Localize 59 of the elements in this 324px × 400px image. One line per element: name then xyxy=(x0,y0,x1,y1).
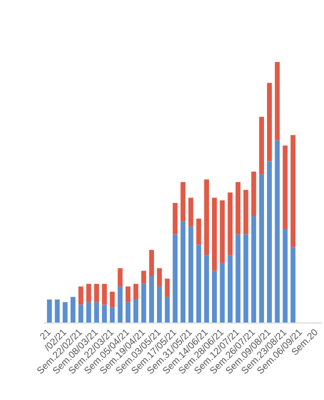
bar xyxy=(164,278,170,297)
bar xyxy=(251,216,256,323)
bar xyxy=(156,268,162,286)
bar xyxy=(78,286,84,305)
bar xyxy=(54,300,60,323)
bar xyxy=(149,250,154,276)
bar xyxy=(290,247,296,323)
bar xyxy=(220,262,225,323)
bar xyxy=(290,135,296,248)
bar xyxy=(70,296,76,323)
bar xyxy=(228,192,233,256)
bar xyxy=(196,218,202,245)
bar xyxy=(46,300,52,323)
bar xyxy=(86,302,92,323)
bar xyxy=(282,146,288,230)
bar xyxy=(86,284,92,302)
bar xyxy=(196,244,202,323)
bar xyxy=(118,268,123,286)
bar xyxy=(228,255,233,323)
bar xyxy=(266,161,272,323)
bar xyxy=(236,182,240,234)
bar xyxy=(259,116,264,174)
bar xyxy=(188,198,194,226)
bar xyxy=(172,202,178,234)
bar xyxy=(118,286,123,323)
bar xyxy=(243,234,248,323)
bar xyxy=(141,284,146,323)
bar xyxy=(204,179,210,256)
bar xyxy=(78,304,84,323)
bar xyxy=(212,198,217,271)
bar xyxy=(259,174,264,323)
bar xyxy=(180,182,186,222)
bar xyxy=(204,255,210,323)
bar xyxy=(274,140,280,323)
bar xyxy=(141,270,146,284)
bar xyxy=(110,292,115,308)
bar xyxy=(212,270,217,323)
bar xyxy=(102,304,107,323)
bar xyxy=(126,286,130,302)
bar xyxy=(164,296,170,323)
bar xyxy=(126,302,130,323)
bar xyxy=(220,200,225,263)
bar xyxy=(102,284,107,305)
bar xyxy=(243,190,248,234)
bar xyxy=(236,234,240,323)
bar xyxy=(149,276,154,323)
bar xyxy=(274,62,280,140)
bar xyxy=(188,226,194,323)
bar xyxy=(62,302,68,323)
bar xyxy=(180,221,186,323)
bar xyxy=(251,172,256,216)
bar xyxy=(266,82,272,162)
bar xyxy=(172,234,178,323)
bar xyxy=(156,286,162,323)
bar xyxy=(133,300,138,323)
bar xyxy=(94,302,100,323)
bar xyxy=(282,229,288,323)
bar xyxy=(133,284,138,300)
bar xyxy=(94,284,100,302)
